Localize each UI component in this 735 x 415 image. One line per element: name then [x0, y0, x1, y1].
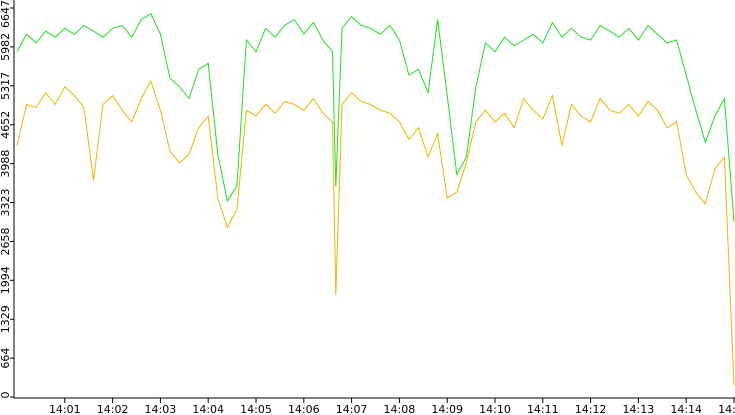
y-tick-label: 1329: [0, 305, 12, 333]
y-tick-label: 5982: [0, 33, 12, 61]
y-tick-label: 5317: [0, 72, 12, 100]
x-tick-label: 14:14: [670, 403, 702, 415]
y-tick-label: 6647: [0, 0, 12, 28]
x-tick-label: 14:03: [145, 403, 177, 415]
series-line: [16, 79, 735, 386]
x-tick-label: 14:07: [336, 403, 368, 415]
x-tick-label: 14:02: [97, 403, 129, 415]
x-tick-label: 14:04: [192, 403, 224, 415]
series-line: [16, 12, 735, 222]
x-tick-label: 14:08: [384, 403, 416, 415]
x-tick-label: 14:05: [240, 403, 272, 415]
y-tick-label: 1994: [0, 266, 12, 294]
x-tick-label: 14:06: [288, 403, 320, 415]
y-tick-label: 0: [0, 392, 12, 399]
y-tick-label: 3323: [0, 189, 12, 217]
x-tick-label: 14:09: [431, 403, 463, 415]
y-tick-label: 664: [0, 348, 12, 369]
x-tick-label: 14:01: [49, 403, 81, 415]
y-tick-label: 2658: [0, 227, 12, 255]
x-tick-label: 14:12: [575, 403, 607, 415]
y-tick-label: 3988: [0, 150, 12, 178]
x-tick-label: 14:10: [479, 403, 511, 415]
x-tick-label: 14:15: [718, 403, 735, 415]
x-tick-label: 14:13: [623, 403, 655, 415]
y-tick-label: 4652: [0, 111, 12, 139]
x-tick-label: 14:11: [527, 403, 559, 415]
